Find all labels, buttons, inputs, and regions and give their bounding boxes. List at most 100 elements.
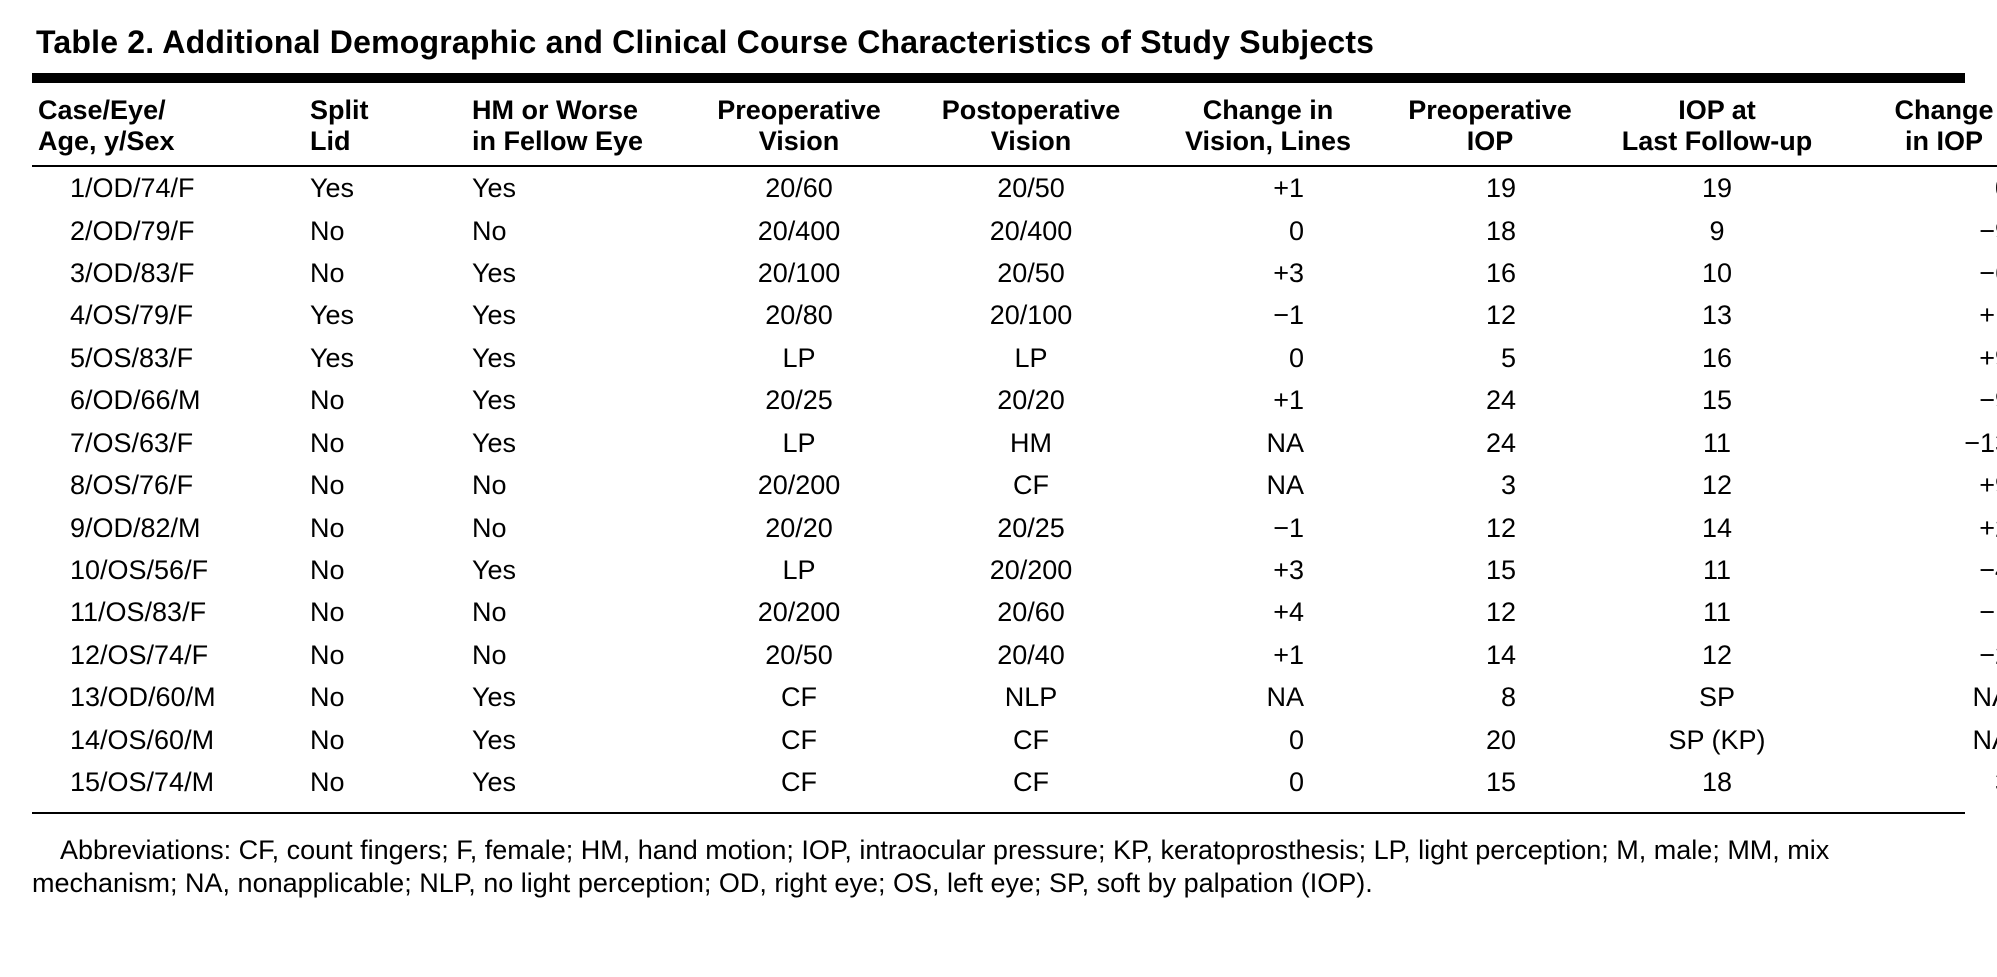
table-cell: Yes — [466, 676, 688, 718]
table-cell: CF — [910, 464, 1152, 506]
table-cell: 16 — [1384, 252, 1596, 294]
table-cell: 0 — [1152, 719, 1384, 761]
table-cell: No — [466, 634, 688, 676]
col-header: Case/Eye/ Age, y/Sex — [32, 91, 304, 166]
table-cell: Yes — [304, 294, 466, 336]
table-cell: 20/50 — [910, 252, 1152, 294]
table-cell: 12 — [1384, 507, 1596, 549]
table-cell: SP — [1596, 676, 1838, 718]
table-cell: LP — [688, 337, 910, 379]
table-body: 1/OD/74/FYesYes20/6020/50+1191902/OD/79/… — [32, 166, 1997, 804]
table-row: 2/OD/79/FNoNo20/40020/4000189−9 — [32, 210, 1997, 252]
col-header: IOP at Last Follow-up — [1596, 91, 1838, 166]
table-cell: HM — [910, 422, 1152, 464]
table-cell: +3 — [1152, 252, 1384, 294]
table-cell: 20/60 — [910, 591, 1152, 633]
table-cell: 20/400 — [910, 210, 1152, 252]
table-cell: −6 — [1838, 252, 1997, 294]
table-cell: 1/OD/74/F — [32, 166, 304, 209]
table-cell: CF — [688, 676, 910, 718]
table-row: 11/OS/83/FNoNo20/20020/60+41211−1 — [32, 591, 1997, 633]
table-cell: 19 — [1384, 166, 1596, 209]
table-cell: Yes — [466, 422, 688, 464]
table-cell: +1 — [1838, 294, 1997, 336]
table-cell: 20 — [1384, 719, 1596, 761]
table-cell: Yes — [466, 337, 688, 379]
table-row: 3/OD/83/FNoYes20/10020/50+31610−6 — [32, 252, 1997, 294]
table-cell: 16 — [1596, 337, 1838, 379]
table-cell: Yes — [466, 166, 688, 209]
table-cell: No — [304, 379, 466, 421]
table-cell: CF — [688, 761, 910, 803]
table-cell: −9 — [1838, 210, 1997, 252]
table-cell: LP — [688, 422, 910, 464]
table-cell: LP — [688, 549, 910, 591]
table-cell: Yes — [466, 549, 688, 591]
table-cell: 5/OS/83/F — [32, 337, 304, 379]
abbreviations: Abbreviations: CF, count fingers; F, fem… — [32, 834, 1965, 902]
table-cell: 12/OS/74/F — [32, 634, 304, 676]
table-row: 9/OD/82/MNoNo20/2020/25−11214+2 — [32, 507, 1997, 549]
col-header: Postoperative Vision — [910, 91, 1152, 166]
table-row: 5/OS/83/FYesYesLPLP0516+9 — [32, 337, 1997, 379]
table-cell: 20/50 — [910, 166, 1152, 209]
table-row: 13/OD/60/MNoYesCFNLPNA8SPNA — [32, 676, 1997, 718]
table-cell: NA — [1152, 422, 1384, 464]
table-cell: 10 — [1596, 252, 1838, 294]
table-cell: 12 — [1384, 591, 1596, 633]
table-cell: No — [466, 210, 688, 252]
table-cell: 9/OD/82/M — [32, 507, 304, 549]
table-cell: 13/OD/60/M — [32, 676, 304, 718]
table-cell: Yes — [466, 379, 688, 421]
table-cell: 15 — [1384, 761, 1596, 803]
table-container: Table 2. Additional Demographic and Clin… — [0, 0, 1997, 917]
table-cell: 20/20 — [910, 379, 1152, 421]
table-cell: No — [304, 210, 466, 252]
table-cell: 12 — [1596, 464, 1838, 506]
table-cell: 0 — [1152, 210, 1384, 252]
table-cell: No — [304, 422, 466, 464]
table-cell: No — [466, 464, 688, 506]
table-row: 6/OD/66/MNoYes20/2520/20+12415−9 — [32, 379, 1997, 421]
bottom-rule — [32, 812, 1965, 814]
table-cell: 9 — [1596, 210, 1838, 252]
table-cell: +1 — [1152, 166, 1384, 209]
table-cell: 20/40 — [910, 634, 1152, 676]
table-cell: 8/OS/76/F — [32, 464, 304, 506]
table-cell: +3 — [1152, 549, 1384, 591]
table-cell: −1 — [1152, 294, 1384, 336]
table-cell: −4 — [1838, 549, 1997, 591]
table-cell: Yes — [466, 294, 688, 336]
table-cell: 14 — [1596, 507, 1838, 549]
table-cell: −1 — [1152, 507, 1384, 549]
table-cell: 20/25 — [688, 379, 910, 421]
table-cell: 10/OS/56/F — [32, 549, 304, 591]
table-cell: 18 — [1596, 761, 1838, 803]
table-cell: 14/OS/60/M — [32, 719, 304, 761]
top-rule — [32, 73, 1965, 83]
table-cell: 3 — [1838, 761, 1997, 803]
table-cell: 8 — [1384, 676, 1596, 718]
table-cell: LP — [910, 337, 1152, 379]
table-cell: 0 — [1152, 337, 1384, 379]
table-cell: 4/OS/79/F — [32, 294, 304, 336]
table-cell: −9 — [1838, 379, 1997, 421]
table-cell: −2 — [1838, 634, 1997, 676]
table-row: 15/OS/74/MNoYesCFCF015183 — [32, 761, 1997, 803]
table-cell: 14 — [1384, 634, 1596, 676]
table-cell: 12 — [1384, 294, 1596, 336]
table-cell: 20/100 — [688, 252, 910, 294]
table-cell: No — [304, 252, 466, 294]
header-row: Case/Eye/ Age, y/Sex Split Lid HM or Wor… — [32, 91, 1997, 166]
table-cell: No — [466, 591, 688, 633]
table-cell: CF — [688, 719, 910, 761]
table-cell: 0 — [1152, 761, 1384, 803]
table-cell: Yes — [466, 252, 688, 294]
table-cell: CF — [910, 719, 1152, 761]
table-cell: 24 — [1384, 379, 1596, 421]
table-cell: Yes — [466, 719, 688, 761]
table-cell: +2 — [1838, 507, 1997, 549]
table-cell: 20/100 — [910, 294, 1152, 336]
table-row: 14/OS/60/MNoYesCFCF020SP (KP)NA — [32, 719, 1997, 761]
table-cell: 11 — [1596, 422, 1838, 464]
